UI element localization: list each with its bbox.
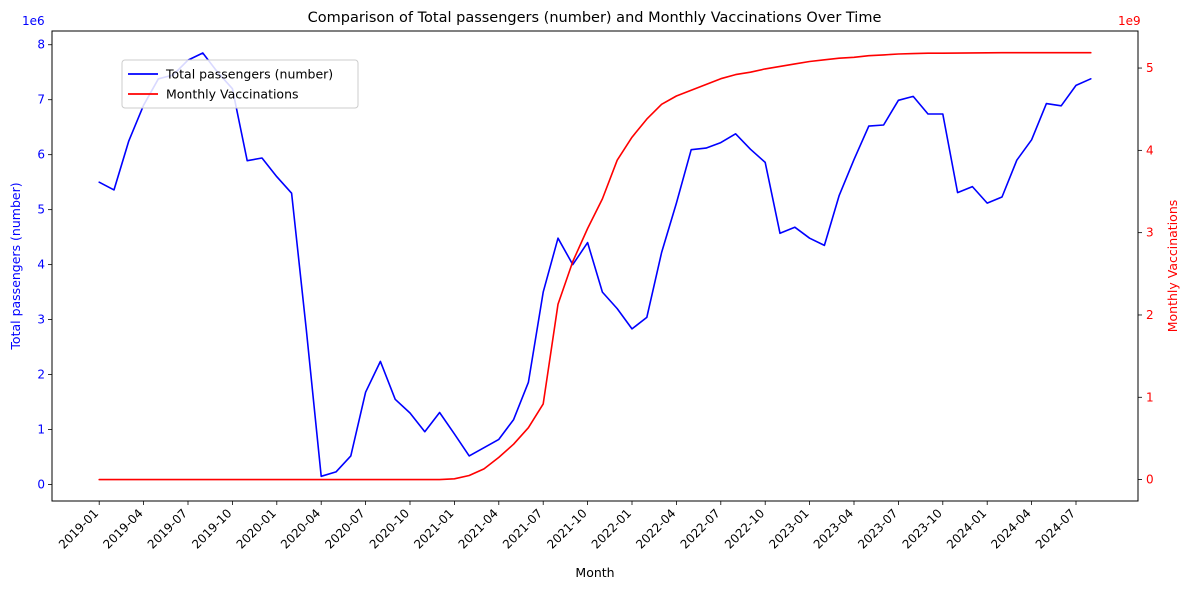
left-y-tick-label: 5 [37, 203, 45, 217]
legend-label-vaccinations: Monthly Vaccinations [166, 87, 299, 102]
plot-frame [51, 30, 1139, 502]
left-y-tick-label: 4 [37, 258, 45, 272]
left-y-tick-label: 8 [37, 38, 45, 52]
left-y-tick-label: 2 [37, 368, 45, 382]
right-y-tick-label: 1 [1146, 390, 1154, 404]
right-y-axis-label: Monthly Vaccinations [1165, 200, 1180, 333]
right-y-tick-label: 0 [1146, 473, 1154, 487]
left-y-tick-label: 7 [37, 93, 45, 107]
legend-box [121, 59, 359, 109]
right-y-tick-label: 3 [1146, 226, 1154, 240]
series-line-monthly-vaccinations [98, 51, 1092, 481]
chart-title: Comparison of Total passengers (number) … [308, 10, 882, 26]
left-y-tick-label: 3 [37, 313, 45, 327]
left-y-tick-label: 0 [37, 478, 45, 492]
right-axis-offset-text: 1e9 [1118, 14, 1141, 28]
right-y-tick-label: 2 [1146, 308, 1154, 322]
right-y-tick-label: 4 [1146, 143, 1154, 157]
x-axis-label: Month [575, 565, 614, 580]
left-axis-offset-text: 1e6 [22, 14, 45, 28]
left-y-axis-label: Total passengers (number) [8, 182, 23, 350]
left-y-tick-label: 1 [37, 423, 45, 437]
legend: Total passengers (number) Monthly Vaccin… [121, 59, 359, 109]
series-line-total-passengers-number [98, 52, 1092, 478]
legend-label-passengers: Total passengers (number) [165, 67, 333, 82]
right-y-tick-label: 5 [1146, 61, 1154, 75]
left-y-tick-label: 6 [37, 148, 45, 162]
